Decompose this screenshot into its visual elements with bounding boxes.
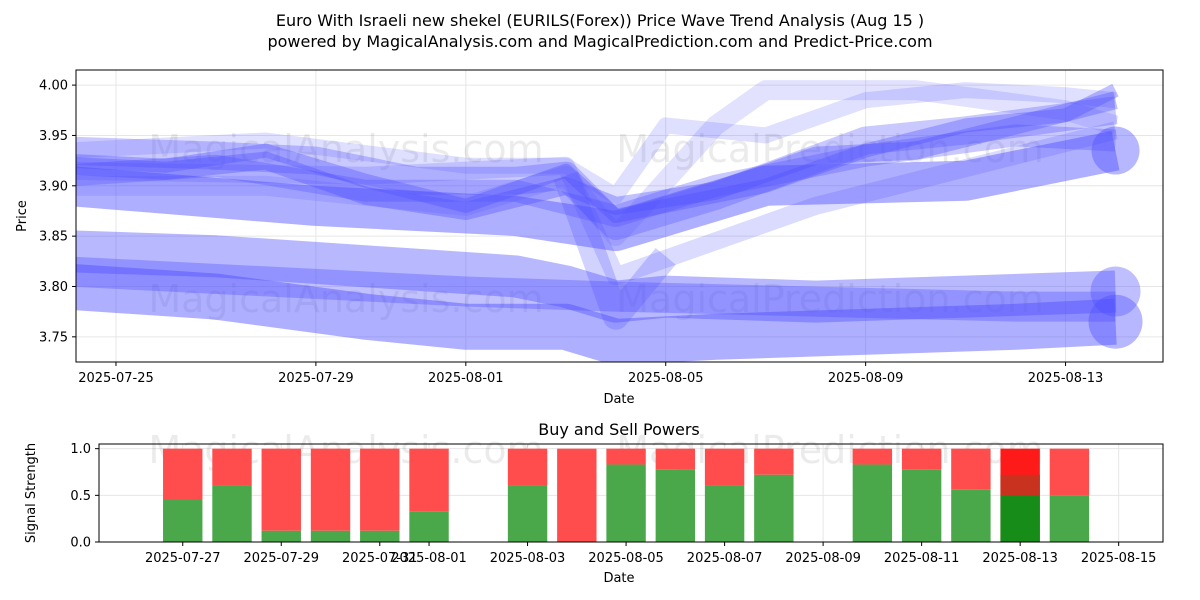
signal-x-tick-label: 2025-08-15: [1081, 551, 1157, 566]
buy-bar: [507, 485, 548, 542]
price-wave-line: [76, 130, 1120, 252]
signal-y-ticks: 0.0 0.5 1.0: [70, 442, 99, 551]
buy-bar: [852, 464, 893, 542]
buy-bar: [655, 469, 696, 542]
chart-subtitle: powered by MagicalAnalysis.com and Magic…: [267, 32, 932, 51]
price-y-tick-label: 3.75: [39, 330, 68, 345]
sell-bar: [409, 448, 449, 512]
sell-bar: [310, 448, 351, 531]
price-wave-line: [76, 80, 1119, 247]
price-grid: [76, 70, 1163, 362]
price-x-tick-label: 2025-07-29: [278, 371, 354, 386]
signal-x-tick-label: 2025-08-11: [884, 551, 960, 566]
price-wave-line: [553, 171, 676, 330]
signal-x-tick-label: 2025-07-31: [342, 551, 418, 566]
sell-bar: [261, 448, 301, 531]
buy-bar: [261, 530, 301, 542]
price-wave-endpoint: [1090, 266, 1141, 317]
buy-bar: [1000, 495, 1040, 542]
sell-bar: [557, 448, 597, 542]
sell-bar: [606, 448, 646, 465]
price-y-ticks: 3.75 3.80 3.85 3.90 3.95 4.00: [39, 79, 76, 345]
signal-x-tick-label: 2025-08-09: [785, 551, 861, 566]
sell-bar: [212, 448, 252, 486]
price-wave-line: [76, 91, 1118, 220]
price-wave-line: [76, 256, 1116, 322]
signal-x-tick-label: 2025-08-01: [391, 551, 467, 566]
price-wave-line: [76, 121, 1118, 286]
price-x-tick-label: 2025-08-05: [628, 371, 704, 386]
signal-x-axis-label: Date: [603, 571, 634, 586]
price-x-tick-label: 2025-08-09: [828, 371, 904, 386]
price-x-tick-label: 2025-08-13: [1028, 371, 1104, 386]
sell-bar: [704, 448, 745, 486]
buy-bar: [212, 485, 252, 542]
sell-bar: [754, 448, 794, 475]
buy-bar: [704, 485, 745, 542]
signal-panel-title: Buy and Sell Powers: [538, 420, 700, 439]
buy-bar: [1049, 495, 1090, 542]
price-wave-endpoint: [1088, 294, 1143, 349]
price-y-tick-label: 3.85: [39, 230, 68, 245]
watermark-text: MagicalAnalysis.com: [148, 277, 543, 321]
mixed-bar: [1000, 474, 1040, 496]
price-x-tick-label: 2025-07-25: [78, 371, 154, 386]
signal-x-tick-label: 2025-08-03: [490, 551, 566, 566]
signal-bars: [163, 448, 1090, 542]
price-x-axis-label: Date: [603, 392, 634, 407]
price-y-tick-label: 3.90: [39, 179, 68, 194]
price-wave-line: [76, 83, 1119, 223]
sell-bar: [360, 448, 400, 531]
signal-x-tick-label: 2025-07-27: [145, 551, 221, 566]
watermark-text: MagicalAnalysis.com: [148, 127, 543, 171]
price-x-tick-label: 2025-08-01: [428, 371, 504, 386]
price-wave-series: [76, 80, 1143, 362]
buy-bar: [409, 511, 449, 542]
buy-bar: [951, 489, 991, 542]
signal-y-tick-label: 1.0: [70, 442, 91, 457]
sell-bar: [1049, 448, 1090, 496]
buy-bar: [360, 530, 400, 542]
price-wave-endpoint: [1091, 126, 1140, 175]
buy-bar: [310, 530, 351, 542]
price-wave-line: [76, 124, 1117, 227]
price-panel: MagicalAnalysis.com MagicalPrediction.co…: [15, 69, 1164, 407]
signal-axes-frame: [98, 443, 1164, 543]
chart-title: Euro With Israeli new shekel (EURILS(For…: [276, 11, 924, 30]
signal-x-tick-label: 2025-08-13: [982, 551, 1058, 566]
signal-y-tick-label: 0.0: [70, 536, 91, 551]
watermark-text: MagicalPrediction.com: [616, 127, 1044, 171]
signal-x-tick-label: 2025-08-07: [687, 551, 763, 566]
sell-bar: [951, 448, 991, 490]
buy-bar: [606, 464, 646, 542]
buy-bar: [163, 500, 203, 542]
price-wave-line: [76, 82, 1117, 204]
price-x-ticks: 2025-07-25 2025-07-29 2025-08-01 2025-08-05…: [78, 362, 1103, 386]
price-wave-line: [76, 96, 1118, 241]
buy-bar: [754, 474, 794, 542]
sell-bar: [655, 448, 696, 470]
price-y-axis-label: Price: [15, 200, 30, 232]
sell-bar: [163, 448, 203, 500]
buy-bar: [901, 469, 942, 542]
signal-y-axis-label: Signal Strength: [24, 443, 39, 543]
sell-bar: [901, 448, 942, 470]
sell-bar: [507, 448, 548, 486]
price-wave-line: [76, 264, 1117, 362]
signal-y-tick-label: 0.5: [70, 489, 91, 504]
signal-x-tick-label: 2025-07-29: [243, 551, 319, 566]
sell-bar: [852, 448, 893, 465]
price-axes-frame: [75, 69, 1164, 363]
watermark-text: MagicalPrediction.com: [616, 277, 1044, 321]
price-watermarks: MagicalAnalysis.com MagicalPrediction.co…: [148, 127, 1043, 321]
price-y-tick-label: 3.95: [39, 129, 68, 144]
price-y-tick-label: 3.80: [39, 280, 68, 295]
price-y-tick-label: 4.00: [39, 79, 68, 94]
signal-x-tick-label: 2025-08-05: [588, 551, 664, 566]
price-wave-line: [76, 230, 1117, 323]
signal-panel: Buy and Sell Powers MagicalAnalysis.com …: [24, 420, 1164, 586]
signal-x-ticks: 2025-07-27 2025-07-29 2025-07-312025-08-01…: [145, 542, 1156, 566]
